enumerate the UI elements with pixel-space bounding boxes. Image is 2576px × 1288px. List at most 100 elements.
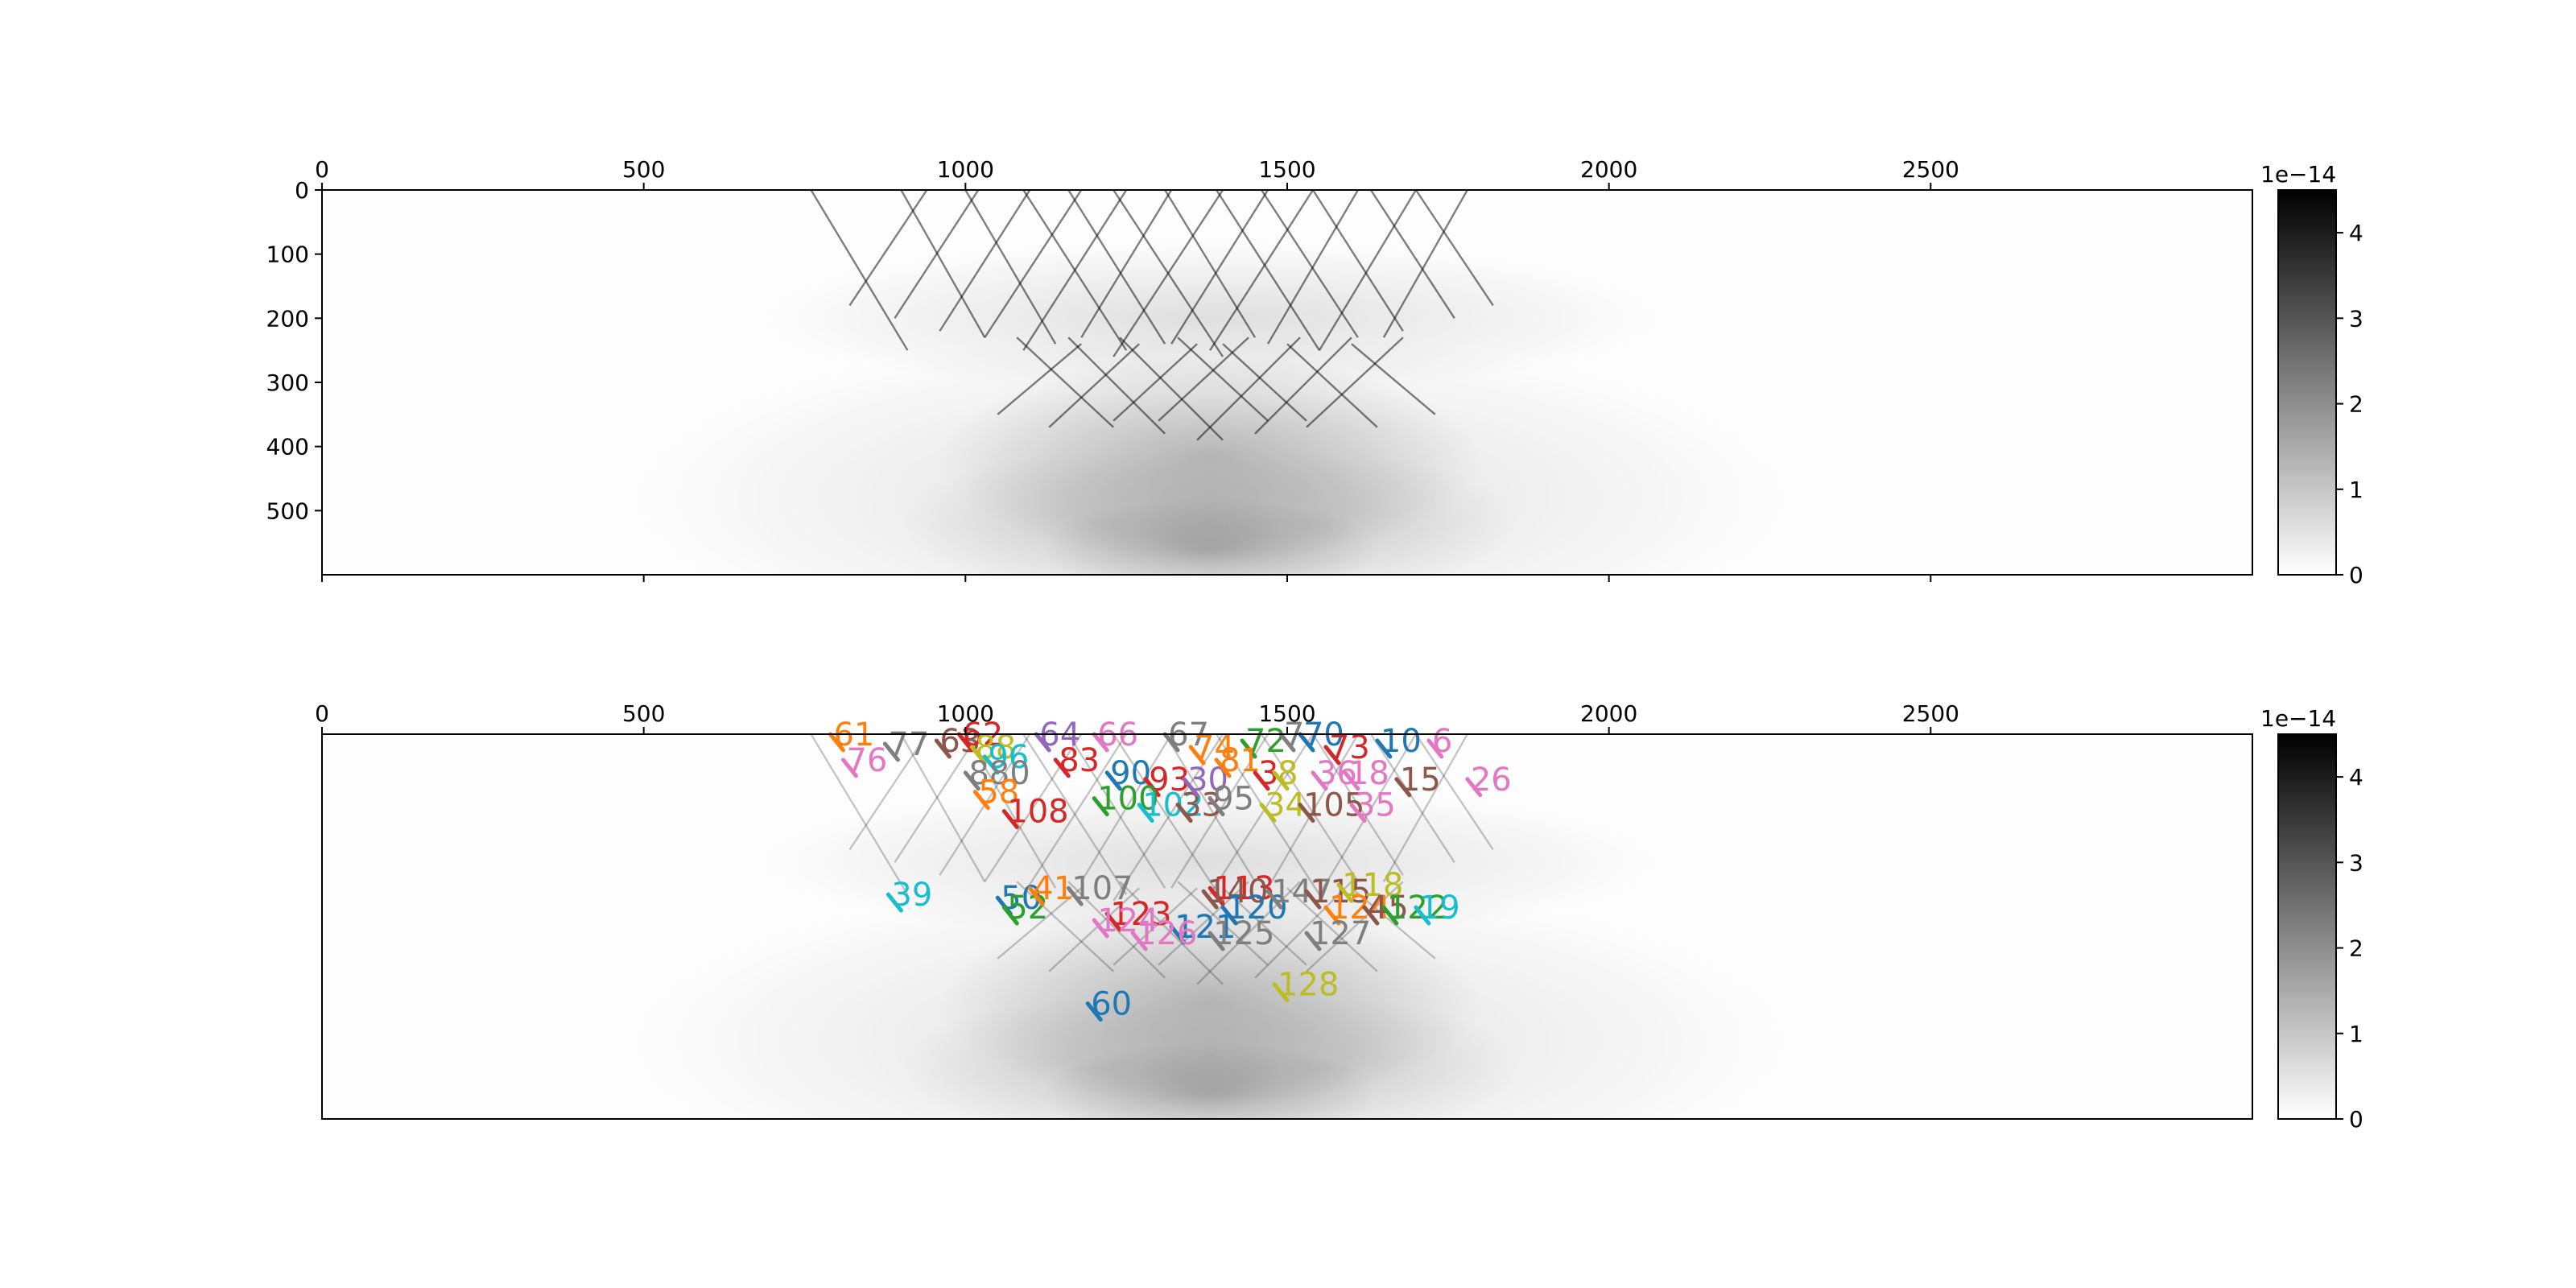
colorbar-tick-label: 4 <box>2349 220 2363 246</box>
track-line <box>1182 777 1199 798</box>
track-label: 128 <box>1278 967 1339 1004</box>
heat-streak <box>1170 190 1269 345</box>
track-line <box>1336 882 1354 903</box>
track-line <box>1169 924 1187 945</box>
track-line <box>1414 905 1431 926</box>
heat-streak <box>984 190 1083 338</box>
track-line <box>1272 982 1290 1003</box>
track-label: 8 <box>1278 755 1298 792</box>
track-line <box>934 738 952 759</box>
heat-streak <box>1067 190 1166 345</box>
heat-blob <box>759 785 1661 939</box>
track-line <box>1259 803 1277 824</box>
track-line <box>1214 758 1232 778</box>
track-label: 121 <box>1174 909 1236 946</box>
heat-streak <box>1222 343 1307 422</box>
colorbar-tick-label: 4 <box>2349 764 2363 791</box>
track-label: 35 <box>1355 787 1396 824</box>
x-tick-label: 0 <box>315 700 329 727</box>
x-tick-label: 1000 <box>937 700 994 727</box>
track-label: 107 <box>1071 870 1133 907</box>
heat-streak <box>1119 336 1224 441</box>
track-line <box>1027 886 1045 906</box>
track-line <box>969 745 987 766</box>
heat-streak <box>1016 881 1114 972</box>
heat-streak <box>810 190 909 351</box>
heat-streak <box>1369 190 1455 319</box>
track-label: 120 <box>1226 890 1287 927</box>
track-line <box>972 790 990 811</box>
track-label: 19 <box>1419 890 1460 927</box>
track-line <box>1220 905 1238 926</box>
colorbar-tick-label: 0 <box>2349 1106 2363 1133</box>
track-label: 76 <box>846 742 887 779</box>
track-line <box>1092 796 1109 817</box>
track-line <box>1208 796 1225 817</box>
heat-streak <box>1266 190 1359 345</box>
track-label: 15 <box>1400 762 1441 799</box>
heat-streak <box>1113 887 1198 966</box>
track-line <box>1265 889 1283 910</box>
track-label: 88 <box>975 729 1016 766</box>
x-tick-label: 1500 <box>1258 700 1315 727</box>
track-line <box>1362 905 1380 926</box>
heat-streak <box>1254 881 1352 979</box>
top-colorbar: 0 1 2 3 4 1e−14 <box>2260 161 2363 588</box>
track-label: 45 <box>1368 890 1409 927</box>
track-line <box>1253 770 1270 791</box>
heat-streak <box>1209 734 1314 895</box>
heat-streak <box>1382 190 1468 338</box>
heat-streak <box>1080 734 1173 882</box>
x-tick-label: 2500 <box>1902 156 1959 183</box>
track-line <box>1104 770 1122 791</box>
heat-streak <box>1080 190 1173 338</box>
heat-streak <box>1022 190 1128 351</box>
heat-streak <box>1254 336 1352 435</box>
track-label: 108 <box>1007 794 1068 831</box>
track-label: 10 <box>1381 723 1422 760</box>
heat-streak <box>810 734 909 895</box>
heat-streak <box>1311 190 1404 332</box>
track-label: 52 <box>1007 890 1048 927</box>
heat-streak <box>1022 734 1128 895</box>
heat-streak <box>1369 734 1455 863</box>
track-line <box>840 758 858 778</box>
track-line <box>1053 758 1071 778</box>
y-tick-label: 0 <box>295 177 309 204</box>
track-label: 123 <box>1110 896 1171 933</box>
track-label: 72 <box>1245 723 1286 760</box>
track-line <box>1208 886 1225 906</box>
track-label: 124 <box>1097 902 1158 939</box>
heat-streak <box>1351 887 1436 960</box>
track-line <box>828 732 845 753</box>
y-tick-label: 300 <box>266 369 309 396</box>
heat-streak <box>1318 734 1417 895</box>
track-label: 6 <box>1432 723 1452 760</box>
top-y-axis: 0 100 200 300 400 500 <box>266 177 322 524</box>
heat-streak <box>1177 336 1269 422</box>
track-label: 26 <box>1471 762 1512 799</box>
track-line <box>963 770 980 791</box>
track-line <box>1311 770 1328 791</box>
heat-streak <box>900 190 986 338</box>
heat-streak <box>1414 734 1494 851</box>
track-line <box>1298 732 1315 753</box>
heat-blob <box>759 241 1661 395</box>
track-label: 58 <box>978 774 1019 811</box>
track-label: 127 <box>1310 915 1371 952</box>
track-label: 18 <box>1348 755 1389 792</box>
track-line <box>886 892 903 913</box>
track-label: 95 <box>1213 781 1254 818</box>
track-line <box>1201 889 1219 910</box>
track-line <box>1104 911 1122 932</box>
track-label: 77 <box>888 726 929 763</box>
colorbar-tick-label: 2 <box>2349 935 2363 962</box>
top-heatmap <box>630 190 1790 575</box>
track-label: 118 <box>1342 867 1403 904</box>
heat-streak <box>1113 190 1224 357</box>
track-line <box>1208 931 1225 952</box>
track-line <box>1272 770 1290 791</box>
heat-blob <box>1042 1042 1377 1119</box>
track-line <box>1001 905 1019 926</box>
